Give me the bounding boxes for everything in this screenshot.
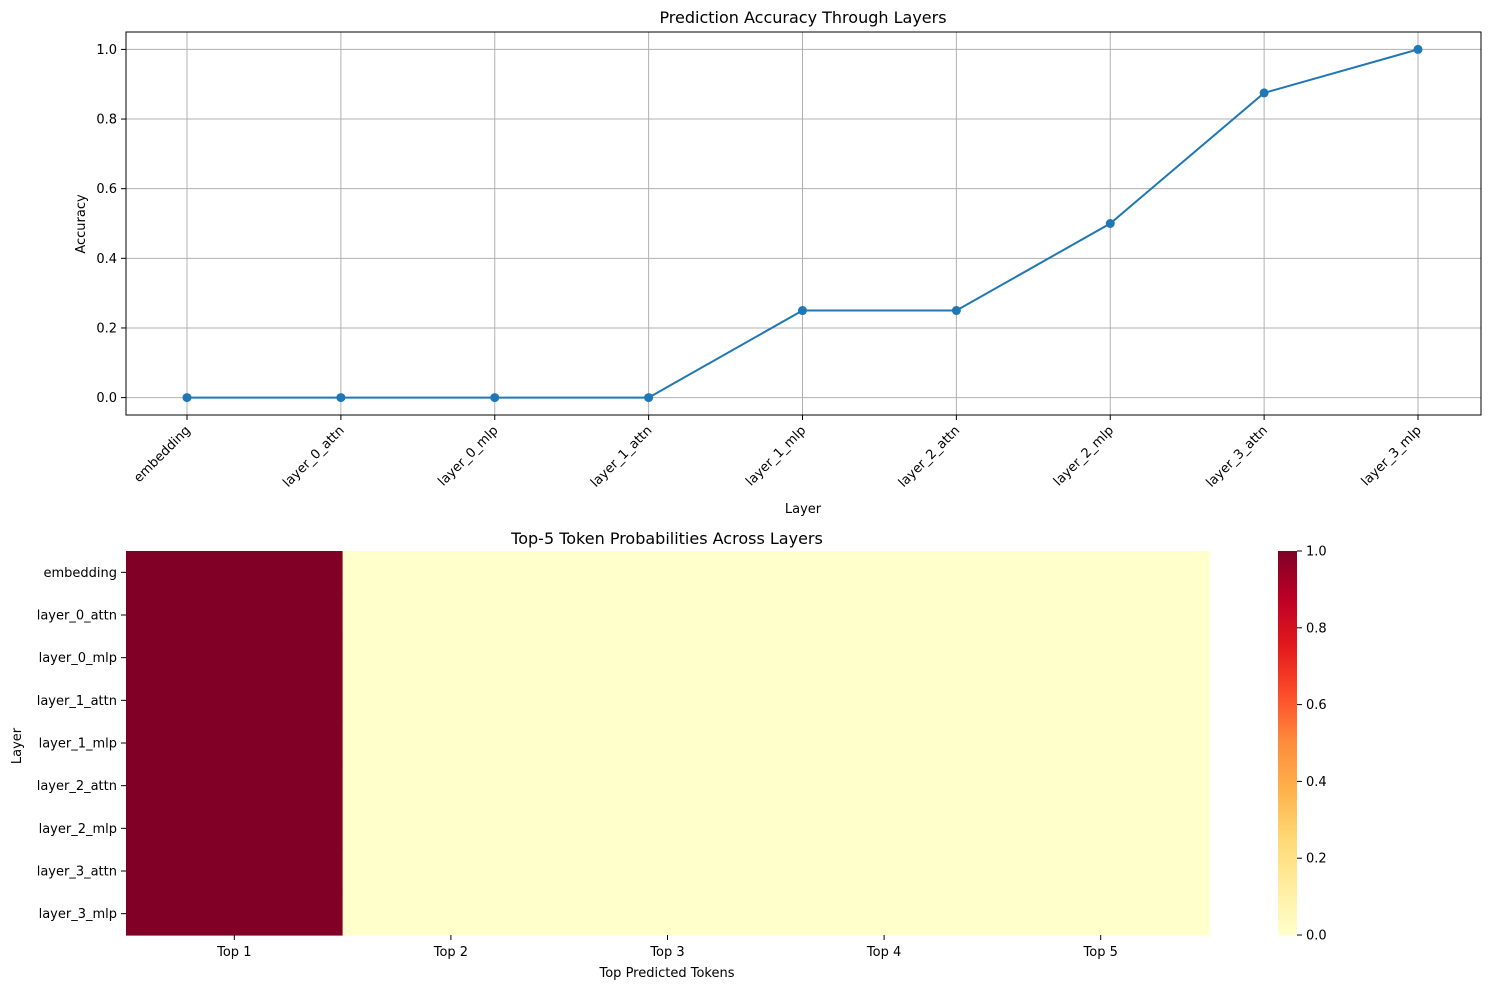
heatmap-cell [992, 849, 1210, 893]
heatmap-cell [775, 849, 993, 893]
heatmap-xlabel: Top Predicted Tokens [599, 966, 735, 981]
heatmap-ylabel: Layer [10, 727, 25, 764]
heatmap-cell [559, 721, 777, 765]
heatmap-title: Top-5 Token Probabilities Across Layers [510, 529, 823, 548]
colorbar-gradient [1278, 551, 1297, 935]
line-chart-marks [182, 44, 1423, 403]
heatmap-cell [775, 807, 993, 851]
heatmap-y-tick-label: layer_3_mlp [39, 907, 117, 922]
colorbar-tick-label: 0.8 [1306, 621, 1327, 636]
y-tick-label: 1.0 [96, 43, 117, 58]
heatmap-cell [126, 679, 344, 723]
y-tick-label: 0.0 [96, 391, 117, 406]
line-chart-xlabel: Layer [785, 502, 822, 517]
line-chart-ylabel: Accuracy [74, 194, 89, 254]
heatmap-cell [342, 764, 560, 808]
heatmap-x-tick-label: Top 4 [866, 945, 901, 960]
heatmap-y-tick-label: layer_0_mlp [39, 651, 117, 666]
colorbar-tick-label: 0.0 [1306, 929, 1327, 944]
heatmap-cell [992, 636, 1210, 680]
heatmap-cell [992, 593, 1210, 637]
heatmap-x-tick-label: Top 1 [216, 945, 251, 960]
colorbar-tick-label: 0.4 [1306, 775, 1327, 790]
heatmap-cell [342, 721, 560, 765]
heatmap-cell [342, 636, 560, 680]
heatmap-y-tick-label: embedding [43, 566, 117, 581]
heatmap-y-tick-label: layer_3_attn [37, 865, 117, 880]
heatmap-x-tick-label: Top 3 [649, 945, 684, 960]
heatmap-cell [559, 551, 777, 595]
heatmap-cells [126, 551, 1210, 936]
heatmap-cell [775, 764, 993, 808]
line-chart-frame [125, 31, 1482, 416]
heatmap-cell [992, 721, 1210, 765]
heatmap-x-tick-label: Top 5 [1083, 945, 1118, 960]
heatmap-cell [559, 636, 777, 680]
heatmap-y-tick-label: layer_2_attn [37, 779, 117, 794]
heatmap-cell [342, 593, 560, 637]
heatmap-cell [992, 551, 1210, 595]
accuracy-point [951, 306, 961, 316]
heatmap-y-tick-label: layer_1_mlp [39, 737, 117, 752]
heatmap-cell [775, 721, 993, 765]
heatmap-cell [126, 636, 344, 680]
heatmap-cell [126, 849, 344, 893]
y-tick-label: 0.8 [96, 113, 117, 128]
heatmap-cell [342, 807, 560, 851]
heatmap-cell [342, 551, 560, 595]
heatmap-cell [559, 764, 777, 808]
heatmap-y-tick-label: layer_2_mlp [39, 822, 117, 837]
y-tick-label: 0.2 [96, 321, 117, 336]
heatmap-cell [559, 849, 777, 893]
heatmap-cell [342, 849, 560, 893]
heatmap-y-tick-label: layer_0_attn [37, 609, 117, 624]
colorbar-tick-label: 1.0 [1306, 545, 1327, 560]
accuracy-point [1105, 219, 1115, 228]
heatmap-cell [559, 679, 777, 723]
accuracy-point [182, 393, 192, 403]
colorbar-ticks: 0.0 0.2 0.4 0.6 0.8 1.0 [1297, 545, 1327, 944]
heatmap-cell [775, 679, 993, 723]
accuracy-point [336, 393, 346, 403]
heatmap-x-tick-label: Top 2 [433, 945, 468, 960]
accuracy-point [1413, 44, 1423, 54]
heatmap-cell [126, 807, 344, 851]
heatmap-cell [126, 721, 344, 765]
line-chart-title: Prediction Accuracy Through Layers [659, 8, 946, 27]
heatmap-cell [775, 593, 993, 637]
y-tick-label: 0.6 [96, 182, 117, 197]
line-chart-grid [126, 32, 1481, 415]
colorbar-tick-label: 0.2 [1306, 852, 1327, 867]
heatmap-cell [559, 807, 777, 851]
heatmap-y-tick-label: layer_1_attn [37, 694, 117, 709]
heatmap-cell [126, 892, 344, 936]
heatmap-cell [775, 551, 993, 595]
heatmap-cell [775, 636, 993, 680]
accuracy-point [1259, 88, 1269, 98]
heatmap-cell [342, 892, 560, 936]
heatmap-cell [559, 892, 777, 936]
heatmap-colorbar: 0.0 0.2 0.4 0.6 0.8 1.0 [1278, 545, 1327, 944]
heatmap-cell [559, 593, 777, 637]
accuracy-point [798, 306, 807, 316]
heatmap-cell [342, 679, 560, 723]
heatmap-cell [126, 593, 344, 637]
accuracy-point [644, 393, 654, 403]
heatmap-cell [126, 551, 344, 595]
token-probability-heatmap: Top-5 Token Probabilities Across Layers … [10, 529, 1327, 981]
heatmap-cell [992, 807, 1210, 851]
accuracy-point [490, 393, 500, 403]
y-tick-label: 0.4 [96, 252, 117, 267]
heatmap-cell [126, 764, 344, 808]
heatmap-cell [775, 892, 993, 936]
colorbar-tick-label: 0.6 [1306, 698, 1327, 713]
heatmap-ticks: Top 1 Top 2 Top 3 Top 4 Top 5 embedding layer_… [37, 566, 1118, 960]
heatmap-cell [992, 892, 1210, 936]
heatmap-cell [992, 679, 1210, 723]
heatmap-cell [992, 764, 1210, 808]
